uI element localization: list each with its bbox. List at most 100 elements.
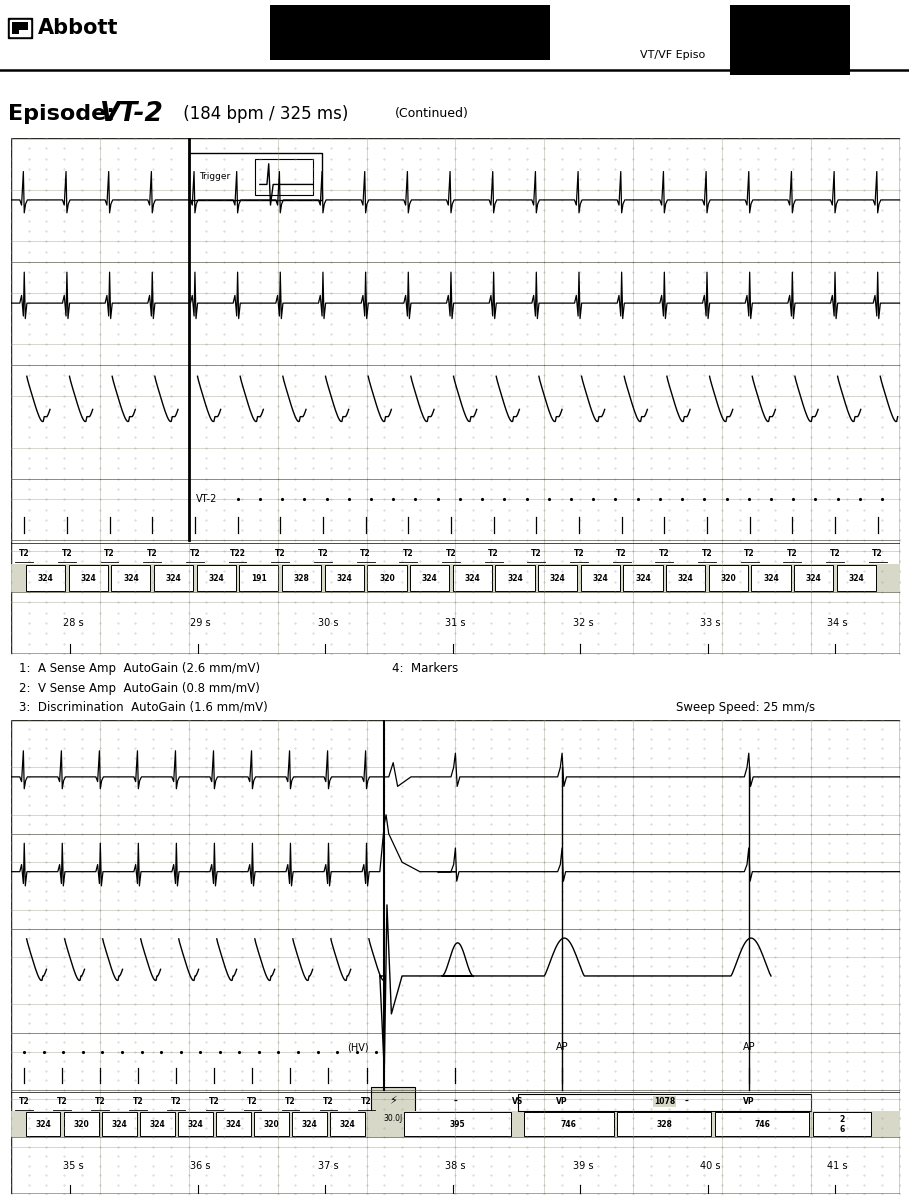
Bar	[10, 20, 30, 36]
Text: 324: 324	[848, 574, 864, 583]
Text: 3:  Discrimination  AutoGain (1.6 mm/mV): 3: Discrimination AutoGain (1.6 mm/mV)	[19, 701, 267, 714]
Text: –: –	[684, 1097, 688, 1106]
Text: Episode:: Episode:	[8, 104, 123, 124]
Text: T2: T2	[361, 1097, 372, 1106]
Bar	[837, 565, 876, 592]
Text: T2: T2	[873, 548, 883, 558]
Bar	[730, 5, 850, 74]
Text: 328: 328	[656, 1120, 673, 1129]
Bar	[26, 565, 65, 592]
Text: (184 bpm / 325 ms): (184 bpm / 325 ms)	[178, 104, 348, 122]
Bar	[196, 565, 235, 592]
Text: 35 s: 35 s	[63, 1160, 84, 1170]
Text: T2: T2	[190, 548, 200, 558]
Text: T2: T2	[133, 1097, 144, 1106]
Bar	[538, 565, 577, 592]
Text: 320: 320	[264, 1120, 279, 1129]
Text: 40 s: 40 s	[700, 1160, 721, 1170]
Text: T2: T2	[445, 548, 456, 558]
Bar	[11, 564, 900, 592]
Text: 324: 324	[35, 1120, 51, 1129]
Bar	[325, 565, 364, 592]
Text: VP: VP	[556, 1097, 568, 1106]
Bar	[69, 565, 108, 592]
Text: Trigger: Trigger	[199, 172, 231, 181]
Text: 324: 324	[550, 574, 565, 583]
Bar	[255, 1112, 289, 1136]
Text: T2: T2	[105, 548, 115, 558]
Text: 395: 395	[450, 1120, 465, 1129]
Text: 324: 324	[507, 574, 523, 583]
Bar	[140, 1112, 175, 1136]
Text: 33 s: 33 s	[700, 618, 721, 628]
Text: 320: 320	[74, 1120, 89, 1129]
Bar	[410, 565, 449, 592]
Text: 41 s: 41 s	[827, 1160, 848, 1170]
Text: T2: T2	[616, 548, 627, 558]
Text: T2: T2	[574, 548, 584, 558]
Text: 328: 328	[294, 574, 310, 583]
Text: 324: 324	[225, 1120, 241, 1129]
Text: T2: T2	[247, 1097, 258, 1106]
Text: T2: T2	[317, 548, 328, 558]
Text: VT-2: VT-2	[100, 101, 164, 127]
Text: 324: 324	[422, 574, 437, 583]
Text: 2:  V Sense Amp  AutoGain (0.8 mm/mV): 2: V Sense Amp AutoGain (0.8 mm/mV)	[19, 682, 260, 695]
Bar	[12, 22, 19, 34]
Text: 37 s: 37 s	[317, 1160, 338, 1170]
Text: AP: AP	[555, 1042, 568, 1052]
Text: 324: 324	[112, 1120, 127, 1129]
Bar	[26, 1112, 61, 1136]
Text: 30 s: 30 s	[318, 618, 338, 628]
Bar	[524, 1112, 614, 1136]
Text: T2: T2	[147, 548, 157, 558]
Text: 39 s: 39 s	[573, 1160, 593, 1170]
Text: (Continued): (Continued)	[395, 108, 469, 120]
Text: VT/VF Episo: VT/VF Episo	[640, 50, 705, 60]
Text: T2: T2	[531, 548, 542, 558]
Text: 324: 324	[165, 574, 182, 583]
Text: 324: 324	[805, 574, 822, 583]
Text: 324: 324	[208, 574, 225, 583]
Text: 324: 324	[635, 574, 651, 583]
Text: T2: T2	[659, 548, 670, 558]
Text: AP: AP	[743, 1042, 755, 1052]
Text: Sweep Speed: 25 mm/s: Sweep Speed: 25 mm/s	[676, 701, 815, 714]
Bar	[495, 565, 534, 592]
Bar	[270, 5, 550, 60]
Bar	[666, 565, 705, 592]
Text: T2: T2	[787, 548, 798, 558]
Bar	[367, 565, 406, 592]
Text: 324: 324	[187, 1120, 204, 1129]
Bar	[794, 565, 834, 592]
Text: T2: T2	[702, 548, 713, 558]
Text: T2: T2	[488, 548, 499, 558]
Text: 746: 746	[561, 1120, 576, 1129]
Bar	[330, 1112, 365, 1136]
Bar	[255, 158, 314, 194]
Bar	[404, 1112, 512, 1136]
Text: 324: 324	[764, 574, 779, 583]
Text: 29 s: 29 s	[190, 618, 211, 628]
Text: 324: 324	[336, 574, 352, 583]
Bar	[112, 565, 151, 592]
Text: T2: T2	[95, 1097, 105, 1106]
Text: 324: 324	[37, 574, 54, 583]
Bar	[19, 22, 28, 30]
Text: 324: 324	[80, 574, 96, 583]
Bar	[617, 1112, 712, 1136]
Text: T2: T2	[62, 548, 72, 558]
Bar	[64, 1112, 98, 1136]
Bar	[178, 1112, 213, 1136]
Text: VP: VP	[743, 1097, 754, 1106]
Text: 324: 324	[340, 1120, 355, 1129]
Text: 320: 320	[379, 574, 395, 583]
Text: 38 s: 38 s	[445, 1160, 465, 1170]
Text: T2: T2	[403, 548, 414, 558]
Bar	[813, 1112, 872, 1136]
Text: T2: T2	[285, 1097, 295, 1106]
Text: 324: 324	[149, 1120, 165, 1129]
Text: 36 s: 36 s	[190, 1160, 211, 1170]
Text: 320: 320	[721, 574, 736, 583]
Text: 1:  A Sense Amp  AutoGain (2.6 mm/mV): 1: A Sense Amp AutoGain (2.6 mm/mV)	[19, 662, 260, 676]
